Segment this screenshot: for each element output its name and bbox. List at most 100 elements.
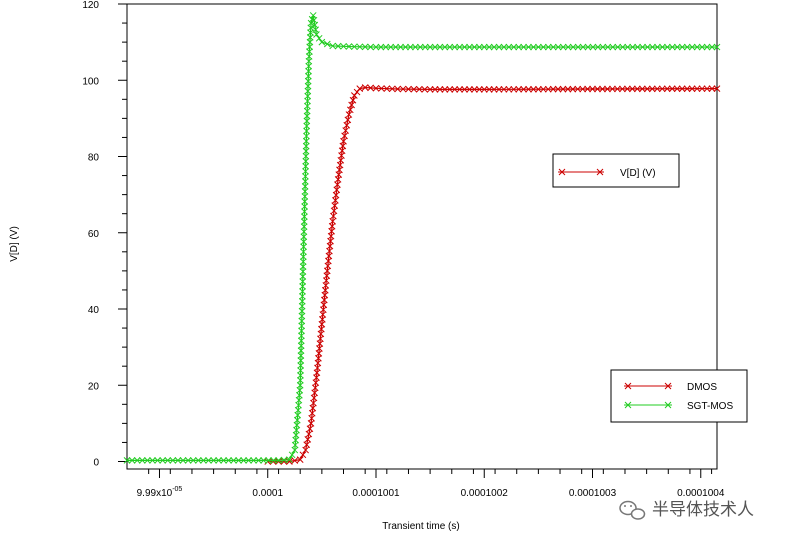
data-point-dmos	[471, 86, 478, 93]
data-point-sgt-mos	[303, 112, 311, 120]
data-point-sgt-mos	[397, 43, 404, 51]
data-point-sgt-mos	[250, 457, 257, 464]
data-point-dmos	[378, 85, 385, 92]
data-point-sgt-mos	[539, 43, 547, 51]
data-point-sgt-mos	[304, 97, 311, 105]
data-point-sgt-mos	[345, 43, 353, 50]
x-tick-label: 0.0001002	[461, 488, 509, 499]
data-point-sgt-mos	[302, 172, 309, 180]
data-point-sgt-mos	[564, 43, 572, 51]
data-point-dmos	[367, 84, 374, 92]
data-point-dmos	[296, 456, 304, 463]
data-point-sgt-mos	[298, 332, 305, 340]
data-point-dmos	[614, 85, 621, 93]
data-point-sgt-mos	[303, 132, 310, 140]
data-point-sgt-mos	[525, 43, 532, 51]
data-point-sgt-mos	[361, 43, 369, 51]
data-point-dmos	[544, 85, 552, 93]
data-point-sgt-mos	[304, 82, 312, 90]
data-point-sgt-mos	[304, 87, 312, 95]
data-point-sgt-mos	[356, 43, 364, 51]
series-layer	[123, 12, 721, 465]
data-point-sgt-mos	[296, 381, 304, 389]
data-point-sgt-mos	[297, 347, 305, 355]
data-point-sgt-mos	[703, 43, 711, 51]
data-point-dmos	[525, 85, 532, 93]
x-tick-label: 0.0001004	[677, 488, 725, 499]
legend-dmos-swatch-marker	[624, 382, 672, 390]
data-point-dmos	[589, 85, 596, 93]
data-point-sgt-mos	[480, 43, 488, 51]
data-point-dmos	[510, 85, 518, 93]
data-point-sgt-mos	[303, 117, 311, 125]
data-point-dmos	[341, 132, 348, 140]
data-point-sgt-mos	[298, 317, 306, 325]
data-point-dmos	[421, 85, 429, 93]
data-point-sgt-mos	[500, 43, 508, 51]
data-point-dmos	[480, 86, 488, 93]
watermark-text: 半导体技术人	[652, 500, 754, 519]
data-point-sgt-mos	[574, 43, 582, 51]
data-point-sgt-mos	[215, 457, 222, 464]
legend-sgt-swatch-marker	[624, 401, 672, 409]
data-point-dmos	[668, 85, 676, 93]
data-point-sgt-mos	[240, 457, 247, 464]
data-point-sgt-mos	[315, 34, 323, 42]
data-point-dmos	[539, 85, 547, 93]
data-point-sgt-mos	[299, 292, 306, 300]
data-point-sgt-mos	[614, 43, 622, 51]
data-point-dmos	[505, 85, 513, 93]
data-point-sgt-mos	[205, 457, 212, 464]
data-point-sgt-mos	[255, 457, 262, 464]
data-point-sgt-mos	[169, 457, 177, 464]
data-point-sgt-mos	[673, 43, 681, 51]
data-point-sgt-mos	[297, 337, 305, 345]
data-point-sgt-mos	[304, 102, 311, 110]
data-point-sgt-mos	[298, 297, 306, 305]
data-point-sgt-mos	[245, 457, 252, 464]
data-point-dmos	[569, 85, 577, 93]
data-point-sgt-mos	[305, 62, 313, 70]
data-point-sgt-mos	[303, 127, 310, 135]
data-point-sgt-mos	[485, 43, 493, 51]
data-point-sgt-mos	[288, 451, 296, 459]
data-point-sgt-mos	[495, 43, 503, 51]
data-point-dmos	[599, 85, 606, 93]
data-point-sgt-mos	[260, 457, 267, 464]
data-point-dmos	[305, 430, 313, 438]
data-point-sgt-mos	[308, 15, 316, 23]
data-point-sgt-mos	[664, 43, 671, 51]
data-point-sgt-mos	[668, 43, 676, 51]
data-point-sgt-mos	[299, 268, 307, 275]
data-point-dmos	[405, 85, 412, 93]
data-point-sgt-mos	[329, 42, 337, 50]
data-point-dmos	[303, 441, 311, 449]
data-point-sgt-mos	[298, 322, 306, 330]
data-point-dmos	[658, 85, 666, 93]
data-point-sgt-mos	[184, 457, 192, 464]
data-point-dmos	[604, 85, 611, 93]
legend-vd-swatch-marker	[558, 168, 604, 176]
data-point-sgt-mos	[194, 457, 202, 464]
y-tick-label: 0	[93, 458, 99, 469]
data-point-sgt-mos	[713, 43, 721, 51]
y-tick-label: 60	[88, 229, 100, 240]
watermark: 半导体技术人	[619, 500, 754, 520]
data-point-sgt-mos	[235, 457, 242, 464]
data-point-sgt-mos	[301, 178, 309, 185]
data-point-sgt-mos	[446, 43, 454, 51]
data-point-dmos	[361, 84, 369, 91]
data-point-sgt-mos	[189, 457, 197, 464]
y-tick-label: 20	[88, 381, 100, 392]
data-point-sgt-mos	[300, 238, 308, 246]
data-point-dmos	[633, 85, 641, 93]
data-point-dmos	[399, 85, 407, 93]
data-point-sgt-mos	[299, 287, 306, 295]
data-point-sgt-mos	[302, 162, 310, 170]
data-point-sgt-mos	[634, 43, 641, 51]
data-point-sgt-mos	[300, 248, 307, 256]
data-point-sgt-mos	[407, 43, 414, 51]
data-point-sgt-mos	[305, 72, 312, 80]
data-point-dmos	[624, 85, 631, 93]
data-point-sgt-mos	[128, 457, 136, 464]
